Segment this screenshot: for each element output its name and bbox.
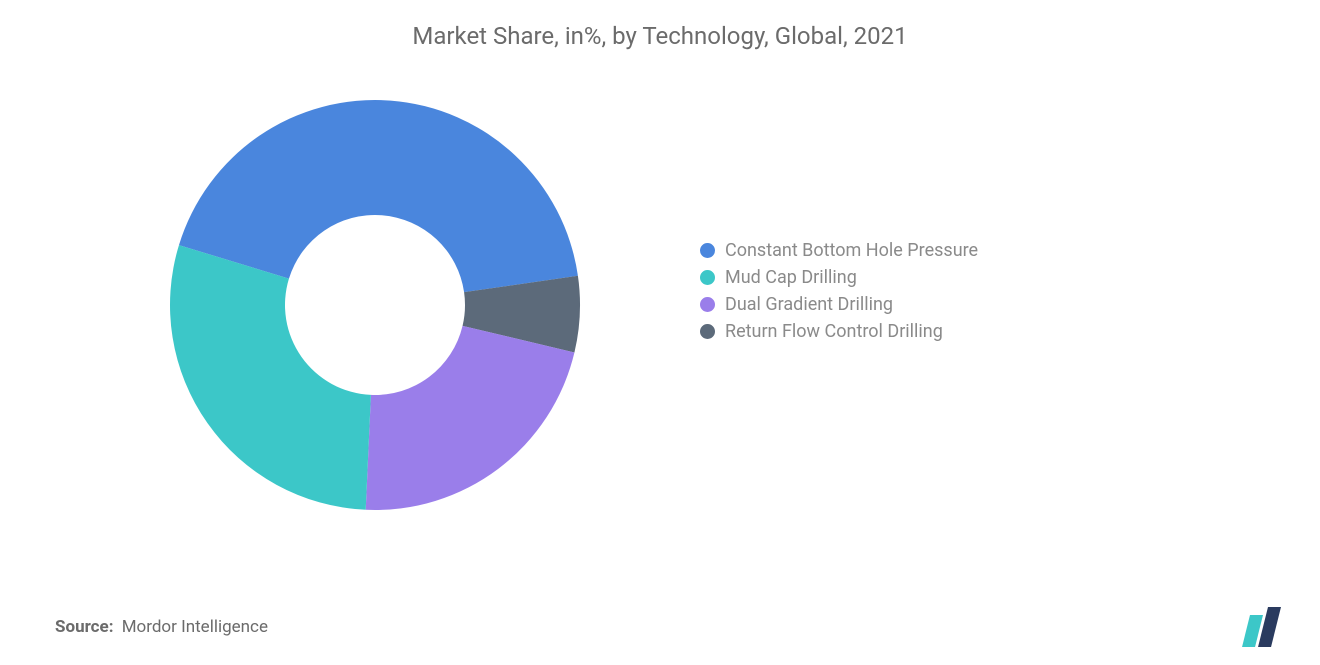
legend-item: Constant Bottom Hole Pressure	[700, 240, 978, 261]
chart-container: Market Share, in%, by Technology, Global…	[0, 0, 1320, 665]
legend-swatch	[700, 270, 715, 285]
donut-chart	[160, 90, 590, 520]
donut-slice	[366, 326, 575, 510]
donut-slice	[170, 245, 371, 510]
logo-bar-right	[1258, 607, 1281, 647]
legend-label: Dual Gradient Drilling	[725, 294, 893, 315]
legend-swatch	[700, 324, 715, 339]
source-label: Source:	[55, 617, 113, 637]
legend-label: Return Flow Control Drilling	[725, 321, 943, 342]
legend-label: Mud Cap Drilling	[725, 267, 857, 288]
legend: Constant Bottom Hole Pressure Mud Cap Dri…	[700, 240, 978, 342]
donut-svg	[160, 90, 590, 520]
legend-swatch	[700, 243, 715, 258]
source-attribution: Source: Mordor Intelligence	[55, 617, 268, 637]
legend-item: Return Flow Control Drilling	[700, 321, 978, 342]
legend-swatch	[700, 297, 715, 312]
source-value: Mordor Intelligence	[122, 617, 268, 637]
legend-item: Mud Cap Drilling	[700, 267, 978, 288]
brand-logo-icon	[1238, 607, 1290, 647]
donut-slice	[179, 100, 578, 292]
chart-title: Market Share, in%, by Technology, Global…	[0, 22, 1320, 50]
legend-label: Constant Bottom Hole Pressure	[725, 240, 978, 261]
legend-item: Dual Gradient Drilling	[700, 294, 978, 315]
